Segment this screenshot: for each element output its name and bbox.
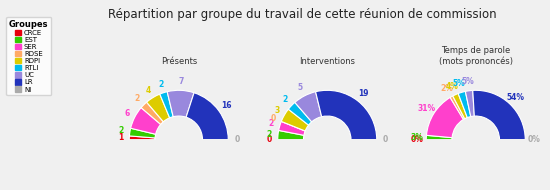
Wedge shape <box>141 102 163 124</box>
Wedge shape <box>186 93 228 140</box>
Wedge shape <box>458 91 471 118</box>
Text: 0%: 0% <box>527 135 541 144</box>
Title: Temps de parole
(mots prononcés): Temps de parole (mots prononcés) <box>439 46 513 66</box>
Wedge shape <box>167 90 194 117</box>
Wedge shape <box>465 90 474 117</box>
Wedge shape <box>288 102 312 125</box>
Text: 2: 2 <box>282 95 288 104</box>
Wedge shape <box>129 128 156 138</box>
Wedge shape <box>147 94 169 122</box>
Wedge shape <box>160 92 173 118</box>
Text: 3%: 3% <box>411 133 424 142</box>
Wedge shape <box>316 90 377 140</box>
Wedge shape <box>426 135 452 140</box>
Text: Répartition par groupe du travail de cette réunion de commission: Répartition par groupe du travail de cet… <box>108 8 497 21</box>
Title: Présents: Présents <box>161 57 197 66</box>
Wedge shape <box>426 140 525 189</box>
Text: 2: 2 <box>118 126 124 135</box>
Legend: CRCE, EST, SER, RDSE, RDPI, RTLI, UC, LR, NI: CRCE, EST, SER, RDSE, RDPI, RTLI, UC, LR… <box>6 17 51 95</box>
Text: 7: 7 <box>178 77 184 86</box>
Wedge shape <box>129 136 155 140</box>
Text: 2: 2 <box>267 130 272 139</box>
Wedge shape <box>278 140 377 189</box>
Text: 2: 2 <box>158 80 163 89</box>
Wedge shape <box>295 92 322 122</box>
Wedge shape <box>453 93 468 119</box>
Wedge shape <box>450 96 465 120</box>
Wedge shape <box>426 97 464 138</box>
Text: 31%: 31% <box>417 104 435 113</box>
Text: 4%: 4% <box>446 82 458 91</box>
Text: 0: 0 <box>234 135 240 144</box>
Text: 2: 2 <box>268 119 274 128</box>
Text: 54%: 54% <box>507 93 525 102</box>
Text: 6: 6 <box>124 109 129 118</box>
Text: 19: 19 <box>358 89 368 98</box>
Text: 1: 1 <box>118 133 123 142</box>
Text: 5%: 5% <box>461 78 474 86</box>
Text: 16: 16 <box>221 101 231 110</box>
Wedge shape <box>281 121 305 131</box>
Text: 2: 2 <box>135 94 140 103</box>
Wedge shape <box>281 109 309 131</box>
Text: 2%: 2% <box>441 84 454 93</box>
Text: 5%: 5% <box>453 79 466 88</box>
Wedge shape <box>279 121 305 135</box>
Text: 3: 3 <box>274 106 279 115</box>
Text: 0: 0 <box>266 135 272 144</box>
Text: 0: 0 <box>383 135 388 144</box>
Wedge shape <box>278 131 304 140</box>
Text: 0: 0 <box>271 114 276 123</box>
Title: Interventions: Interventions <box>299 57 355 66</box>
Wedge shape <box>130 108 161 134</box>
Text: 4: 4 <box>146 86 151 94</box>
Text: 0%: 0% <box>411 135 424 144</box>
Wedge shape <box>473 90 525 140</box>
Text: 5: 5 <box>298 83 303 92</box>
Wedge shape <box>129 140 228 189</box>
